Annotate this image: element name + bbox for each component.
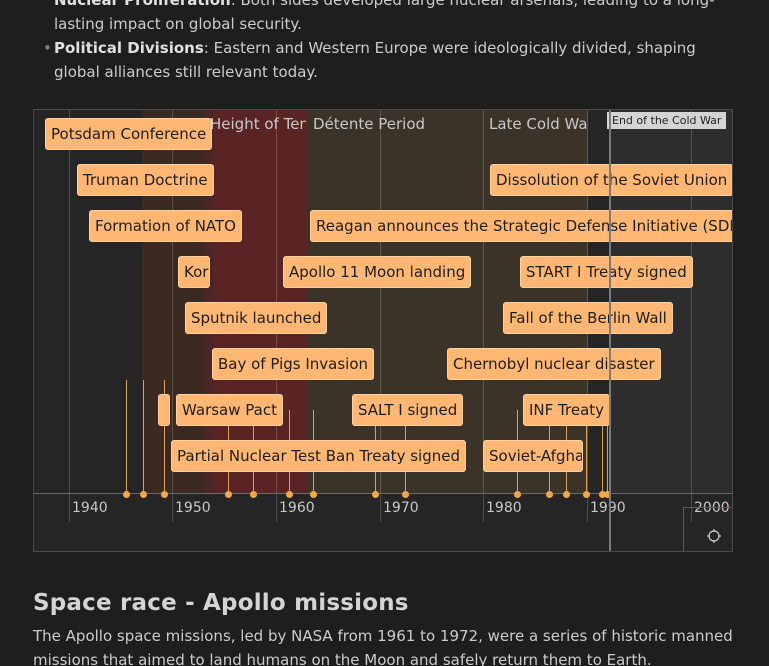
event-marker[interactable] — [225, 491, 232, 498]
event-marker[interactable] — [583, 491, 590, 498]
band-detente — [308, 110, 486, 493]
gridline — [380, 110, 381, 522]
event-marker[interactable] — [563, 491, 570, 498]
event-stem — [126, 380, 127, 494]
event-marker[interactable] — [250, 491, 257, 498]
tick-label-1960: 1960 — [279, 500, 315, 516]
event-sputnik-launched[interactable]: Sputnik launched — [185, 302, 328, 334]
event-reagan-sdi[interactable]: Reagan announces the Strategic Defense I… — [310, 210, 732, 242]
event-stem — [143, 380, 144, 494]
band-edge — [204, 110, 214, 493]
event-stem — [164, 380, 165, 494]
event-soviet-afghan-war[interactable]: Soviet-Afghan War — [483, 440, 583, 472]
band-label-height-of-tensions: Height of Tensions — [210, 115, 306, 133]
event-salt-i[interactable]: SALT I signed — [352, 394, 464, 426]
event-marker[interactable] — [140, 491, 147, 498]
event-stem — [602, 410, 603, 494]
cold-war-timeline[interactable]: Height of Tensions Détente Period Late C… — [33, 109, 733, 552]
gridline — [483, 110, 484, 522]
bullet-text: : Eastern and Western Europe were ideolo… — [54, 39, 696, 81]
event-partial-test-ban-treaty[interactable]: Partial Nuclear Test Ban Treaty signed — [171, 440, 466, 472]
event-marker[interactable] — [286, 491, 293, 498]
current-time-line — [609, 110, 611, 551]
crosshair-icon — [707, 528, 721, 543]
band-label-detente: Détente Period — [313, 115, 426, 133]
band-label-end-of-cold-war: End of the Cold War — [607, 112, 727, 129]
tick-label-1980: 1980 — [486, 500, 522, 516]
event-warsaw-pact[interactable]: Warsaw Pact — [176, 394, 283, 426]
event-stem — [586, 410, 587, 494]
event-formation-of-nato[interactable]: Formation of NATO — [89, 210, 242, 242]
section-paragraph: The Apollo space missions, led by NASA f… — [33, 627, 733, 666]
gridline — [69, 110, 70, 522]
event-apollo-11[interactable]: Apollo 11 Moon landing — [283, 256, 472, 288]
event-unlabeled[interactable] — [158, 394, 170, 426]
tick-label-2000: 2000 — [694, 500, 730, 516]
tick-label-1990: 1990 — [590, 500, 626, 516]
event-chernobyl[interactable]: Chernobyl nuclear disaster — [447, 348, 661, 380]
bullet-political-divisions: Political Divisions: Eastern and Western… — [43, 36, 744, 84]
event-marker[interactable] — [604, 491, 611, 498]
event-korean-war[interactable]: Korean War — [178, 256, 210, 288]
bullet-title: Nuclear Proliferation — [54, 0, 231, 9]
gridline — [172, 110, 173, 522]
event-truman-doctrine[interactable]: Truman Doctrine — [77, 164, 214, 196]
bullet-title: Political Divisions — [54, 39, 204, 57]
event-start-i[interactable]: START I Treaty signed — [520, 256, 693, 288]
tick-label-1940: 1940 — [72, 500, 108, 516]
event-marker[interactable] — [161, 491, 168, 498]
event-marker[interactable] — [546, 491, 553, 498]
bullet-nuclear-proliferation: Nuclear Proliferation: Both sides develo… — [54, 0, 744, 36]
event-marker[interactable] — [402, 491, 409, 498]
event-stem — [607, 410, 608, 494]
event-marker[interactable] — [310, 491, 317, 498]
event-dissolution-soviet-union[interactable]: Dissolution of the Soviet Union — [490, 164, 732, 196]
time-axis — [34, 493, 732, 494]
gridline — [691, 110, 692, 522]
band-label-late-cold-war: Late Cold War — [489, 115, 587, 133]
event-bay-of-pigs-invasion[interactable]: Bay of Pigs Invasion — [212, 348, 375, 380]
event-potsdam-conference[interactable]: Potsdam Conference — [45, 118, 213, 150]
event-marker[interactable] — [372, 491, 379, 498]
event-fall-of-berlin-wall[interactable]: Fall of the Berlin Wall — [503, 302, 673, 334]
section-title: Space race - Apollo missions — [33, 590, 409, 616]
event-marker[interactable] — [123, 491, 130, 498]
tick-label-1970: 1970 — [383, 500, 419, 516]
event-marker[interactable] — [514, 491, 521, 498]
event-marker[interactable] — [599, 491, 606, 498]
bullet-text: : Both sides developed large nuclear ars… — [54, 0, 715, 33]
tick-label-1950: 1950 — [175, 500, 211, 516]
band-crisis — [214, 110, 308, 493]
event-inf-treaty[interactable]: INF Treaty — [523, 394, 611, 426]
current-time-button[interactable] — [683, 507, 732, 551]
